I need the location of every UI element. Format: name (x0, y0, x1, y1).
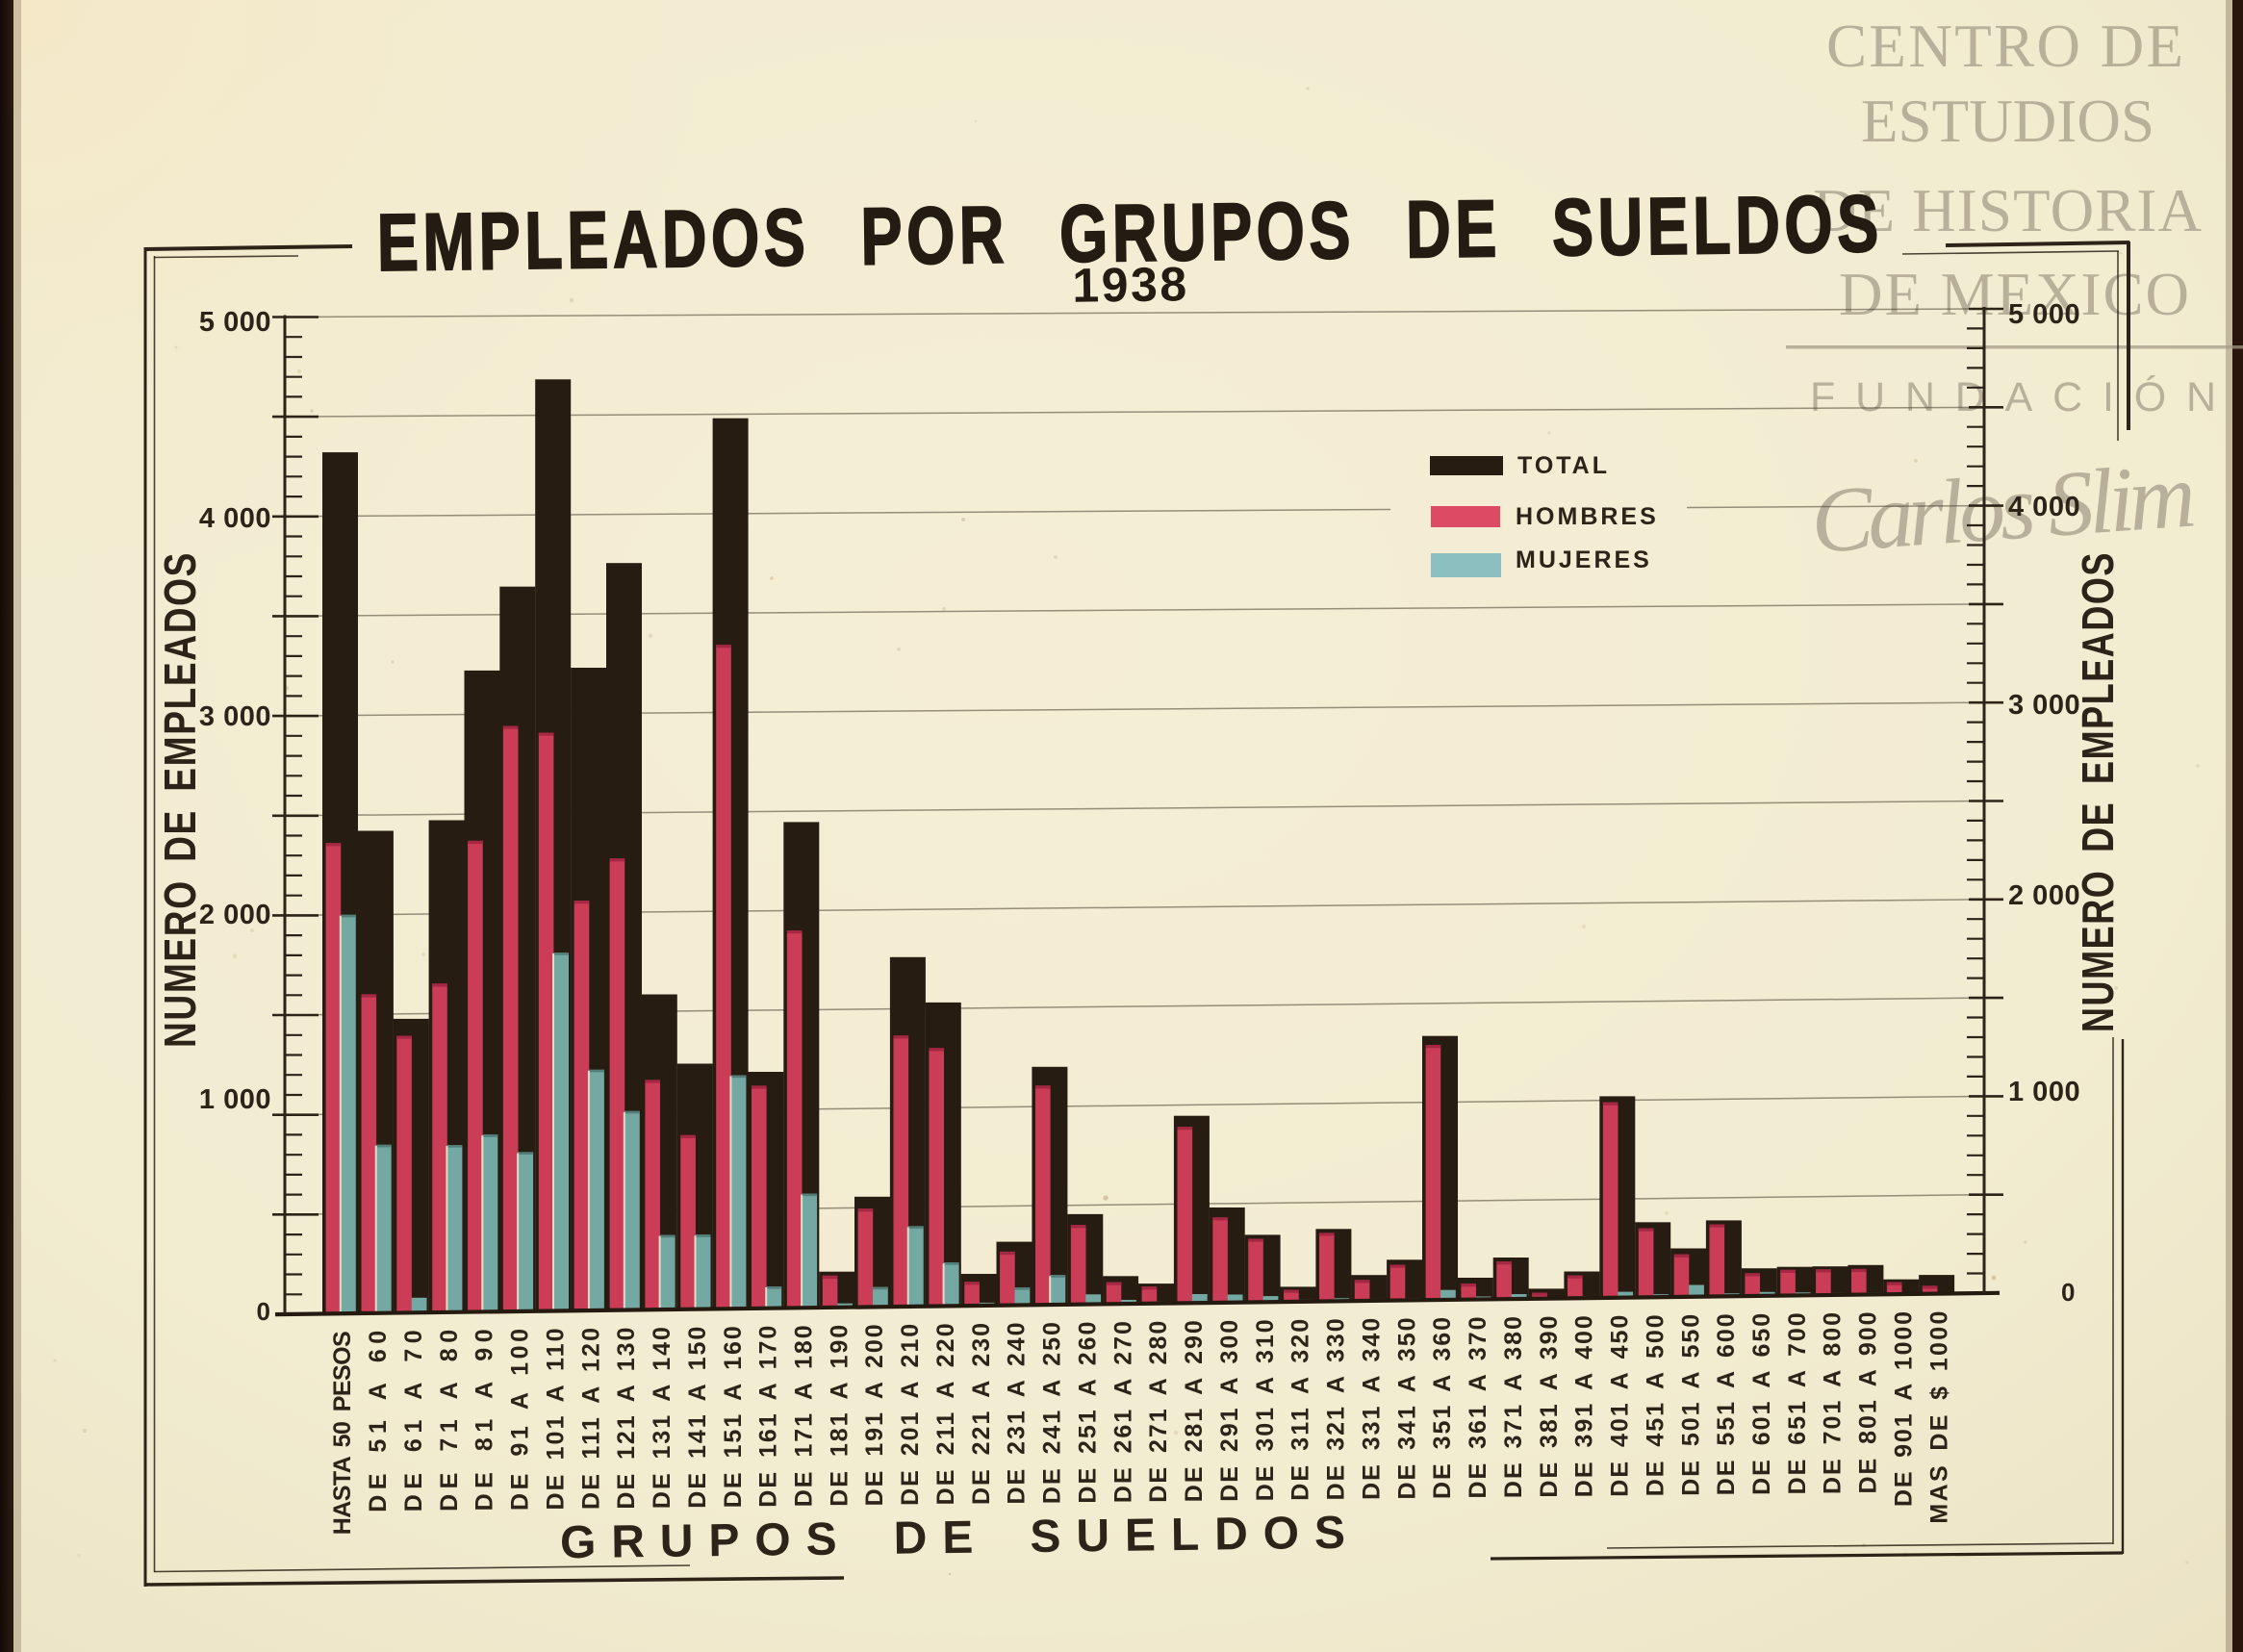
svg-text:DE 191 A 200: DE 191 A 200 (861, 1323, 888, 1506)
svg-text:MAS DE $ 1000: MAS DE $ 1000 (1925, 1310, 1952, 1524)
svg-text:GRUPOS DE SUELDOS: GRUPOS DE SUELDOS (560, 1508, 1350, 1568)
svg-text:3 000: 3 000 (199, 701, 271, 732)
svg-text:DE 551 A 600: DE 551 A 600 (1713, 1312, 1740, 1495)
svg-text:DE 601 A 650: DE 601 A 650 (1748, 1312, 1775, 1495)
svg-text:DE 91 A 100: DE 91 A 100 (507, 1328, 534, 1511)
svg-text:DE 61 A 70: DE 61 A 70 (400, 1329, 427, 1512)
svg-text:5 000: 5 000 (2008, 299, 2080, 330)
svg-text:DE 701 A 800: DE 701 A 800 (1820, 1311, 1847, 1494)
svg-text:TOTAL: TOTAL (1517, 452, 1610, 479)
svg-text:DE 341 A 350: DE 341 A 350 (1393, 1317, 1420, 1500)
svg-text:DE 281 A 290: DE 281 A 290 (1181, 1319, 1208, 1502)
svg-text:DE 401 A 450: DE 401 A 450 (1607, 1314, 1634, 1497)
svg-text:NUMERO DE EMPLEADOS: NUMERO DE EMPLEADOS (2073, 551, 2123, 1032)
svg-text:1 000: 1 000 (2008, 1077, 2080, 1107)
svg-text:DE 151 A 160: DE 151 A 160 (720, 1325, 747, 1508)
svg-text:0: 0 (2061, 1278, 2075, 1307)
svg-text:3 000: 3 000 (2008, 690, 2080, 721)
svg-text:DE 231 A 240: DE 231 A 240 (1004, 1322, 1031, 1505)
svg-text:CENTRO DE: CENTRO DE (1826, 13, 2183, 80)
svg-text:DE 71 A 80: DE 71 A 80 (436, 1329, 463, 1512)
svg-text:DE 51 A 60: DE 51 A 60 (365, 1330, 392, 1512)
svg-text:DE 901 A 1000: DE 901 A 1000 (1891, 1310, 1918, 1507)
svg-text:DE 81 A 90: DE 81 A 90 (472, 1328, 498, 1511)
svg-text:DE 161 A 170: DE 161 A 170 (755, 1325, 782, 1508)
svg-text:1 000: 1 000 (199, 1084, 271, 1115)
svg-text:5 000: 5 000 (199, 307, 271, 338)
svg-text:DE 121 A 130: DE 121 A 130 (613, 1327, 640, 1510)
svg-text:MUJERES: MUJERES (1516, 546, 1652, 573)
svg-text:1938: 1938 (1072, 257, 1189, 313)
svg-text:DE 261 A 270: DE 261 A 270 (1109, 1320, 1136, 1503)
svg-text:DE 251 A 260: DE 251 A 260 (1075, 1321, 1102, 1504)
svg-text:DE 311 A 320: DE 311 A 320 (1287, 1318, 1314, 1501)
svg-text:DE 241 A 250: DE 241 A 250 (1039, 1321, 1066, 1504)
svg-text:DE 111 A 120: DE 111 A 120 (577, 1327, 604, 1510)
svg-text:NUMERO DE EMPLEADOS: NUMERO DE EMPLEADOS (155, 551, 205, 1048)
svg-text:4 000: 4 000 (199, 503, 271, 534)
svg-text:DE 131 A 140: DE 131 A 140 (649, 1326, 675, 1509)
svg-text:DE 651 A 700: DE 651 A 700 (1784, 1311, 1811, 1494)
svg-text:FUNDACIÓN: FUNDACIÓN (1810, 374, 2216, 420)
svg-text:EMPLEADOS POR GRUPOS DE SUELDO: EMPLEADOS POR GRUPOS DE SUELDOS (376, 178, 1883, 288)
svg-text:DE 381 A 390: DE 381 A 390 (1536, 1315, 1563, 1498)
svg-text:DE 221 A 230: DE 221 A 230 (968, 1322, 995, 1505)
svg-text:DE 291 A 300: DE 291 A 300 (1216, 1319, 1243, 1502)
svg-text:DE 801 A 900: DE 801 A 900 (1855, 1311, 1882, 1494)
svg-text:DE 371 A 380: DE 371 A 380 (1500, 1315, 1527, 1498)
svg-text:DE 451 A 500: DE 451 A 500 (1642, 1313, 1669, 1496)
svg-text:DE 351 A 360: DE 351 A 360 (1429, 1316, 1456, 1499)
svg-text:DE 301 A 310: DE 301 A 310 (1252, 1318, 1279, 1501)
svg-text:ESTUDIOS: ESTUDIOS (1861, 88, 2154, 155)
svg-text:DE 211 A 220: DE 211 A 220 (932, 1322, 959, 1505)
svg-text:DE 181 A 190: DE 181 A 190 (826, 1324, 853, 1507)
svg-text:DE 171 A 180: DE 171 A 180 (791, 1324, 818, 1507)
svg-text:0: 0 (257, 1297, 270, 1326)
svg-text:DE 271 A 280: DE 271 A 280 (1145, 1320, 1172, 1503)
svg-text:DE 141 A 150: DE 141 A 150 (684, 1326, 711, 1509)
svg-text:DE 201 A 210: DE 201 A 210 (897, 1323, 924, 1506)
svg-text:DE 101 A 110: DE 101 A 110 (542, 1328, 569, 1511)
svg-text:DE HISTORIA: DE HISTORIA (1813, 177, 2203, 244)
svg-text:HASTA 50 PESOS: HASTA 50 PESOS (329, 1330, 356, 1535)
svg-text:DE MEXICO: DE MEXICO (1839, 261, 2189, 328)
svg-text:2 000: 2 000 (199, 900, 271, 930)
svg-text:HOMBRES: HOMBRES (1516, 503, 1659, 530)
svg-text:DE 391 A 400: DE 391 A 400 (1571, 1314, 1598, 1497)
svg-text:DE 321 A 330: DE 321 A 330 (1323, 1317, 1350, 1500)
svg-text:4 000: 4 000 (2008, 492, 2080, 522)
svg-text:DE 361 A 370: DE 361 A 370 (1465, 1316, 1491, 1499)
svg-text:2 000: 2 000 (2008, 880, 2080, 911)
svg-text:DE 501 A 550: DE 501 A 550 (1677, 1313, 1704, 1496)
svg-text:DE 331 A 340: DE 331 A 340 (1358, 1317, 1385, 1500)
